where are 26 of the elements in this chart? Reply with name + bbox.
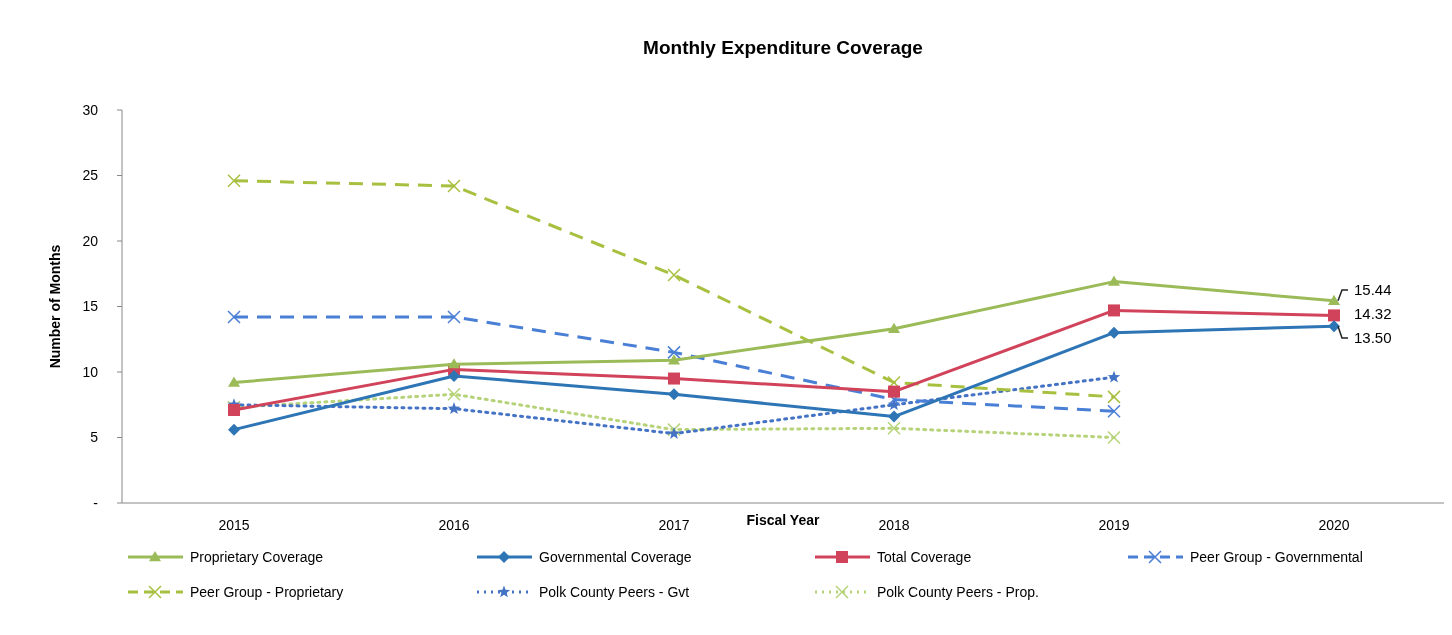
x-tick-label: 2017 — [658, 517, 690, 533]
y-tick-label: - — [93, 494, 99, 511]
y-tick-label: 30 — [82, 101, 99, 118]
x-axis-title: Fiscal Year — [746, 512, 820, 528]
x-tick-label: 2016 — [438, 517, 470, 533]
x-tick-label: 2015 — [218, 517, 250, 533]
legend-label: Polk County Peers - Gvt — [539, 583, 690, 600]
legend-label: Proprietary Coverage — [190, 548, 324, 565]
data-label: 13.50 — [1354, 329, 1392, 347]
y-tick-label: 10 — [82, 363, 99, 380]
y-axis-title: Number of Months — [47, 244, 63, 369]
x-tick-label: 2020 — [1318, 517, 1350, 533]
y-tick-label: 25 — [82, 167, 99, 184]
legend-label: Governmental Coverage — [539, 548, 692, 565]
x-tick-label: 2018 — [878, 517, 910, 533]
legend-label: Peer Group - Proprietary — [190, 583, 344, 600]
data-label: 14.32 — [1354, 305, 1392, 323]
data-label: 15.44 — [1354, 281, 1392, 299]
y-tick-label: 20 — [82, 232, 99, 249]
y-tick-label: 15 — [82, 298, 99, 315]
chart-title: Monthly Expenditure Coverage — [643, 37, 923, 58]
x-tick-label: 2019 — [1098, 517, 1130, 533]
y-tick-label: 5 — [90, 429, 99, 446]
legend-label: Total Coverage — [877, 548, 972, 565]
legend-label: Polk County Peers - Prop. — [877, 583, 1039, 600]
legend-label: Peer Group - Governmental — [1190, 548, 1363, 565]
